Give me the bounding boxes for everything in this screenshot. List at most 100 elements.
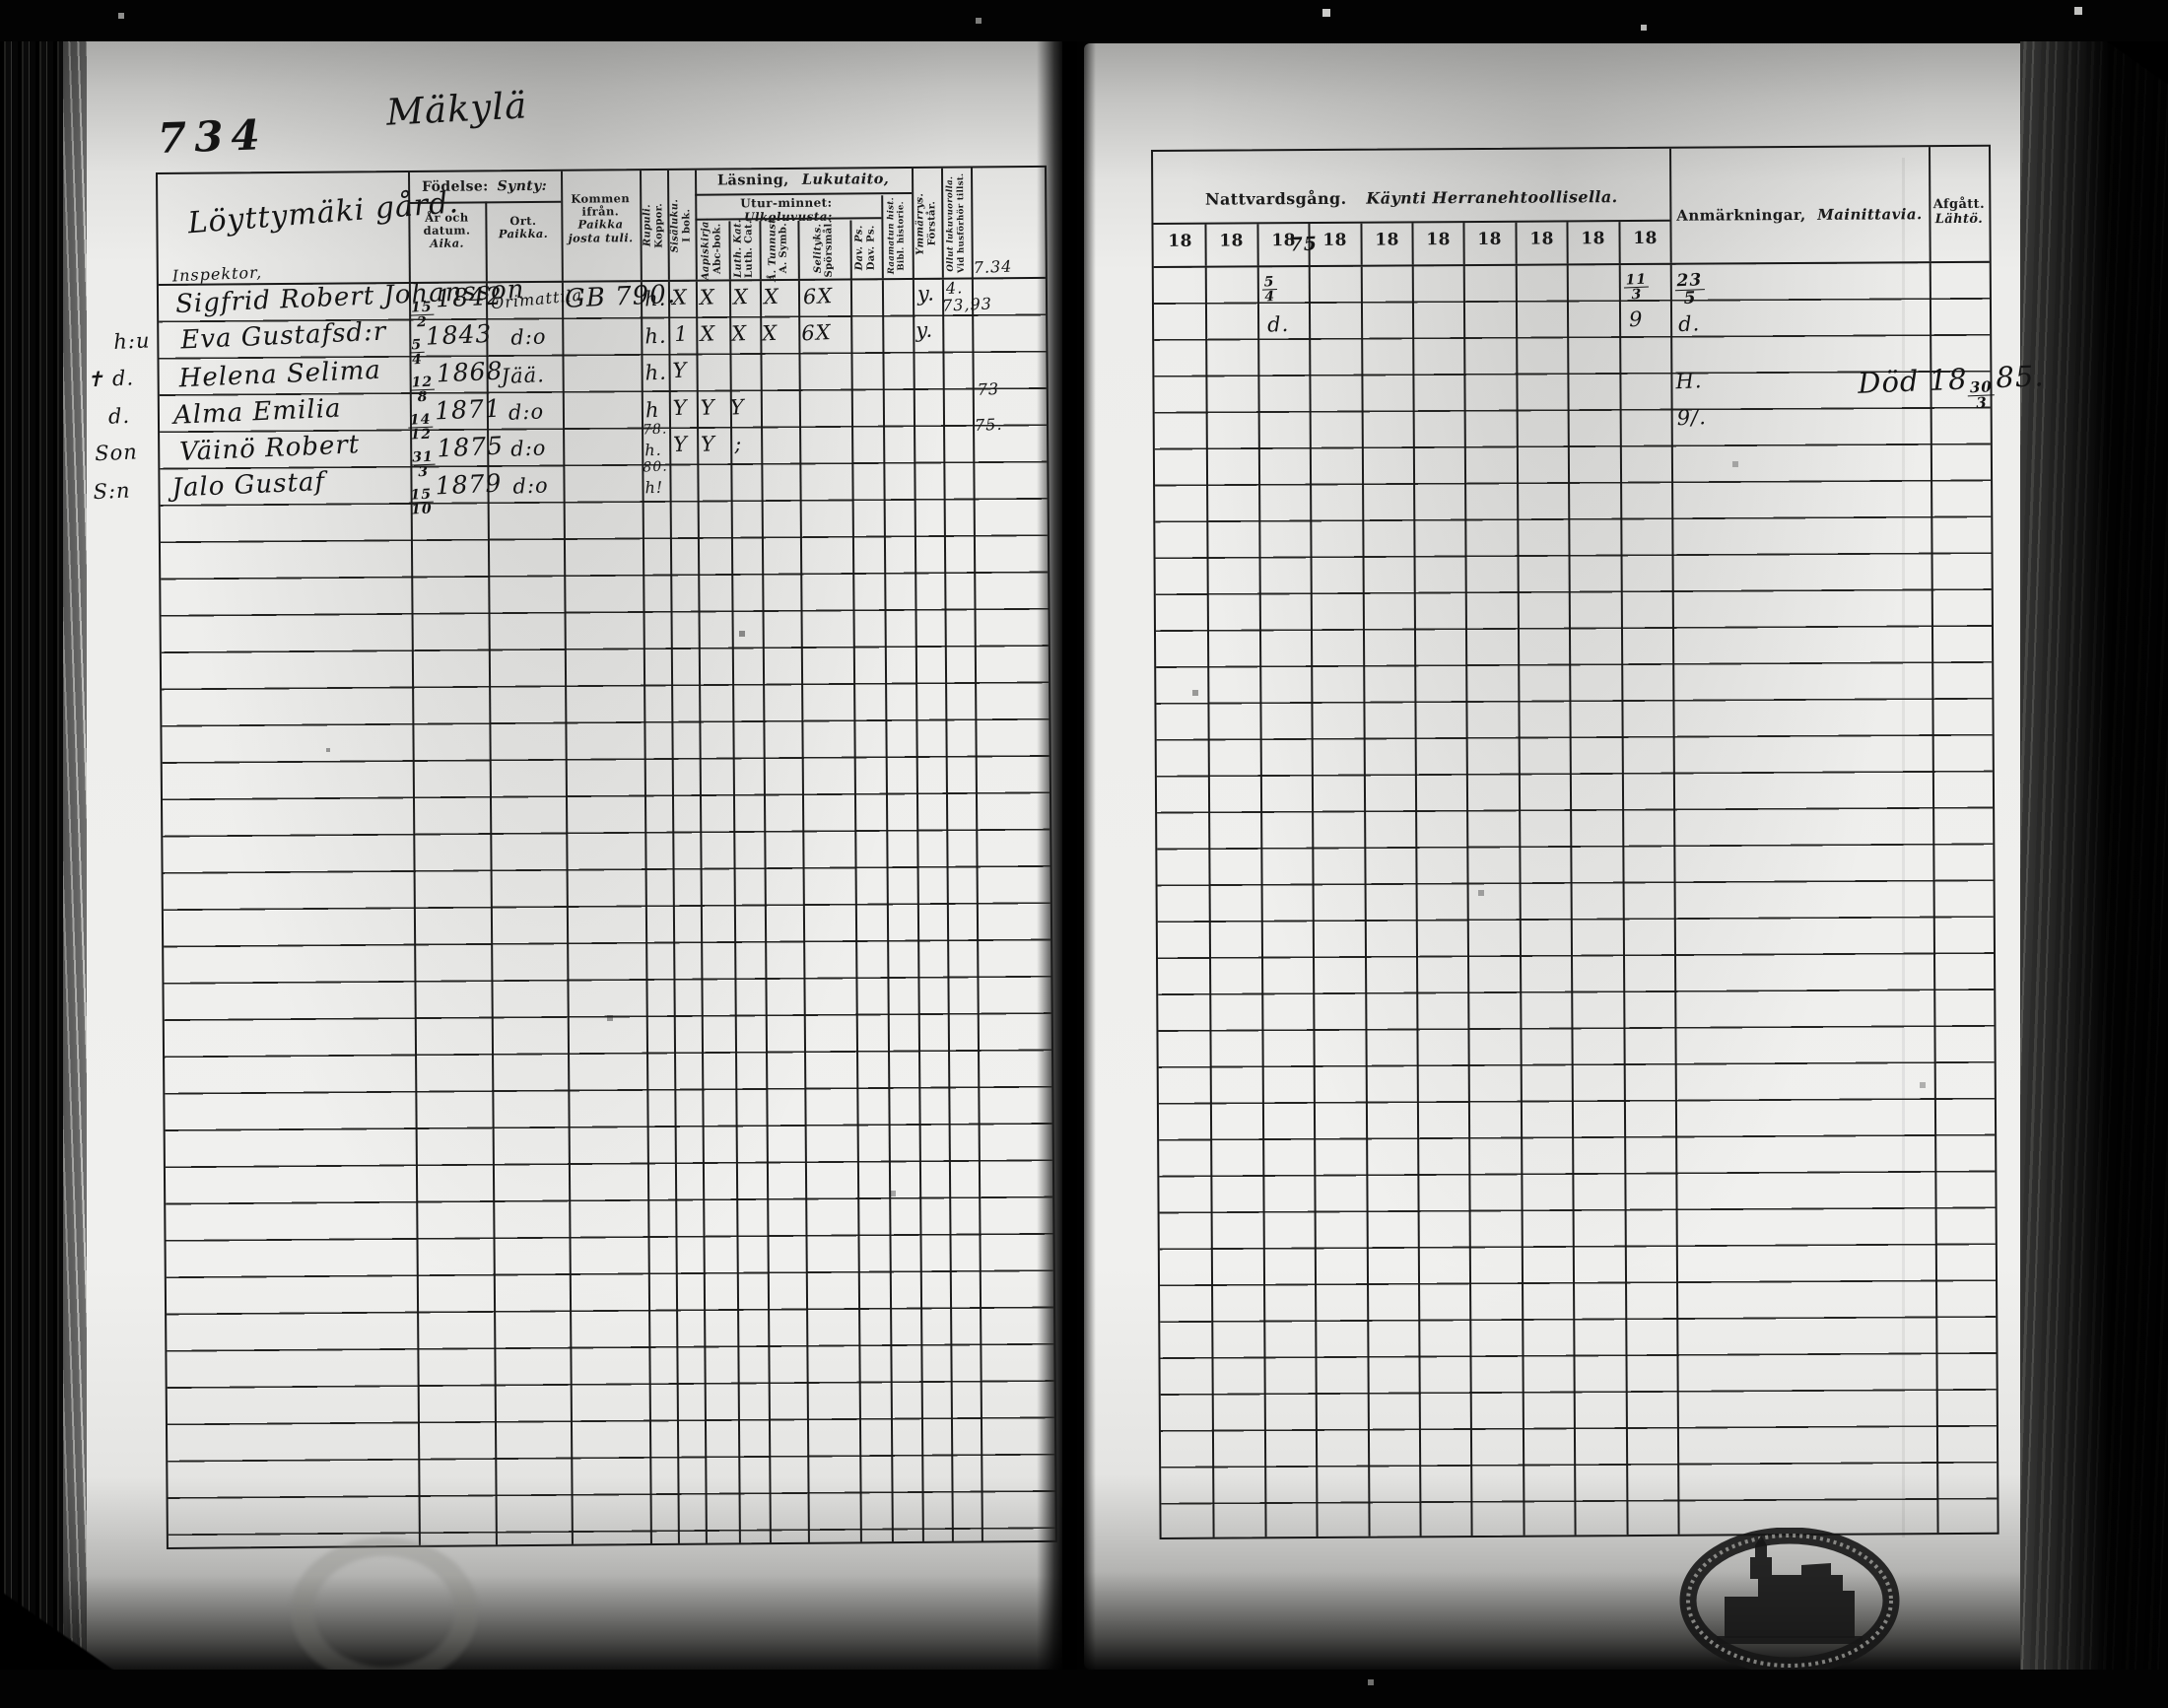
relation-margin: h:u [112,328,151,354]
col-header-psalms: Dav. Ps. Dav. Ps. [853,225,877,271]
tally-note: 4. [945,278,964,298]
book-edge-right [2020,0,2168,1708]
year-column-label: 18 [1426,230,1451,250]
tally-note: 73,93 [941,294,993,315]
reading-mark: X [761,320,779,346]
col-header-remarks: Anmärkningar, Mainittavia. [1676,205,1923,225]
death-note: Död 18 30 3 85. [1857,359,2046,413]
relation-margin: d. [107,403,131,429]
year-column-label: 18 [1529,229,1554,249]
reading-mark: Y [672,432,689,457]
col-header-abc-book: Aapiskirja. Abc-bok. [700,217,723,281]
embossed-stamp-faint [291,1537,478,1685]
person-name: Väinö Robert [178,430,361,467]
year-column-label: 18 [1219,231,1244,251]
grid-vline [1204,267,1215,1537]
grid-vline [1618,265,1629,1536]
col-header-pox: Rupuli. Koppor. [642,203,665,248]
relation-margin: ✝ d. [86,366,135,392]
remark-ditto: d. [1677,311,1701,337]
reading-mark: 6X [802,284,834,309]
col-header-departed: Afgått. Lähtö. [1932,196,1986,228]
birth-place: d:o [511,473,550,499]
right-table-body [1153,262,1998,1537]
grid-vline [1929,263,1939,1534]
pox-mark: h. [644,286,667,311]
year-column-label: 18 [1375,230,1399,250]
relation-margin: S:n [93,478,132,505]
remark-date: 23 5 [1674,270,1705,308]
left-table-header: Födelse: Synty: År och datum. Aika. Ort.… [158,167,1046,286]
grid-vline [1256,267,1267,1537]
reading-mark: X [699,285,716,309]
reading-mark: Y [700,395,716,420]
grid-vline [667,281,680,1543]
grid-vline [941,279,954,1541]
reading-mark: X [671,285,689,310]
pox-mark: h [644,397,660,423]
remark-mark: 9/. [1676,405,1708,431]
year-written: 75 [1289,233,1319,256]
parish-church-seal-stamp [1679,1528,1900,1674]
pox-mark: h! [644,477,664,498]
pox-mark: h. [644,360,668,385]
grid-vline [728,281,741,1543]
birth-place: d:o [508,399,545,425]
village-title: Mäkylä [384,84,529,134]
col-header-luther-catechism: Luth. Kat. Luth. Cat. [731,219,755,279]
col-header-birth-place: Ort. Paikka. [498,213,549,241]
reading-mark: X [732,285,750,309]
pox-year: 80. [643,458,668,476]
grid-vline [849,280,862,1542]
reading-mark: X [730,321,748,346]
grid-vline [485,201,488,282]
understands-mark: y. [916,281,936,307]
remark-mark: H. [1674,369,1703,394]
reading-mark: 1 [673,321,690,347]
grid-vline [1515,265,1525,1536]
birth-date: 15 10 1879 [408,468,503,518]
col-header-attended-examination: Ollut lukuvuorolla. Vid husförhör tillst… [945,172,967,274]
person-name: Jalo Gustaf [170,466,326,504]
right-table-header: Nattvardsgång. Käynti Herranehtoollisell… [1153,146,1990,268]
pox-mark: h. [644,440,662,460]
book-edge-left [0,0,63,1708]
reading-mark: Y [672,358,688,383]
year-column-label: 18 [1581,229,1605,249]
grid-vline [759,281,772,1543]
left-record-table: Födelse: Synty: År och datum. Aika. Ort.… [86,165,1057,1549]
year-column-label: 18 [1168,231,1192,251]
occupation: Inspektor, [171,262,263,286]
tally-note: 7.34 [973,256,1013,278]
grid-vline [1411,266,1422,1537]
understands-mark: y. [915,317,934,343]
birth-place: Jää. [501,363,546,389]
tally-note: 73 [977,378,1000,399]
grid-vline [1566,265,1577,1536]
reading-mark: Y [729,395,746,420]
scan-noise [0,0,2,2]
reading-mark: 6X [800,320,833,346]
scanner-bar-top [0,0,2168,41]
year-column-label: 18 [1633,228,1658,249]
grid-vline [797,280,810,1542]
tally-note: 75. [974,414,1003,435]
grid-vline [912,279,924,1541]
grid-vline [1308,267,1319,1537]
col-header-questions: Selityks. Spörsmål. [811,219,835,278]
grid-vline [1669,264,1680,1535]
right-record-table: Nattvardsgång. Käynti Herranehtoollisell… [1151,144,2045,1539]
col-header-communion: Nattvardsgång. Käynti Herranehtoollisell… [1204,187,1618,209]
col-header-symbolum: Å. Tunnust. A. Symb. [766,215,789,282]
person-name: Alma Emilia [172,393,343,431]
col-header-read-in-book: Sisäluku. I bok. [669,198,693,253]
scanner-bar-bottom [0,1670,2168,1708]
birth-place: d:o [509,324,547,350]
grid-vline [561,282,574,1544]
reading-mark: X [763,284,780,309]
reading-mark: X [699,321,716,346]
pox-mark: h. [644,323,668,349]
col-header-bible-history: Raamatun hist. Bibl. historie. [886,197,907,275]
pox-year: 78. [642,421,668,439]
